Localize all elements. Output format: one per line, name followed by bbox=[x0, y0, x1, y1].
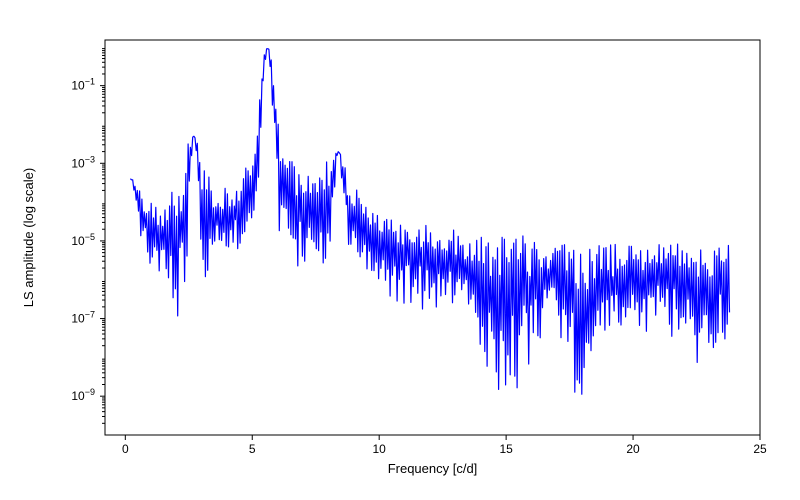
x-tick-label: 25 bbox=[753, 442, 767, 456]
x-tick-label: 10 bbox=[373, 442, 387, 456]
y-axis-label: LS amplitude (log scale) bbox=[21, 168, 36, 307]
y-tick-label: 10−9 bbox=[71, 387, 95, 403]
spectrum-line bbox=[130, 49, 729, 395]
y-tick-label: 10−1 bbox=[71, 77, 95, 93]
x-tick-label: 20 bbox=[626, 442, 640, 456]
x-tick-label: 15 bbox=[499, 442, 513, 456]
y-tick-label: 10−3 bbox=[71, 154, 95, 170]
y-tick-label: 10−7 bbox=[71, 310, 95, 326]
y-tick-label: 10−5 bbox=[71, 232, 95, 248]
periodogram-chart: 0 5 10 15 20 25 10−9 10−7 10−5 10−3 10−1 Frequency … bbox=[0, 0, 800, 500]
x-tick-label: 0 bbox=[122, 442, 129, 456]
x-axis-label: Frequency [c/d] bbox=[388, 461, 478, 476]
chart-svg: 0 5 10 15 20 25 10−9 10−7 10−5 10−3 10−1 Frequency … bbox=[0, 0, 800, 500]
x-tick-label: 5 bbox=[249, 442, 256, 456]
